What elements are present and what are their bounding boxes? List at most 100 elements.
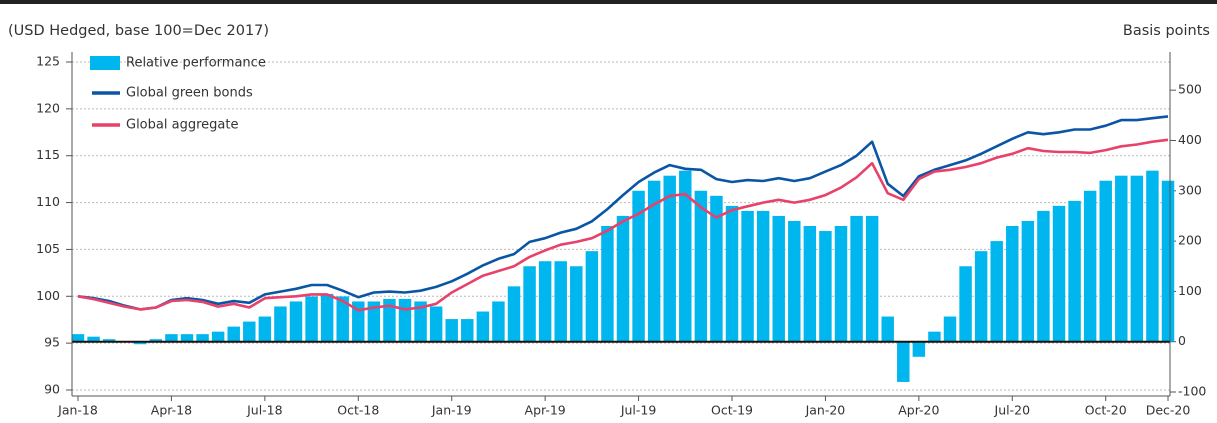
bar	[336, 296, 349, 342]
bar	[725, 205, 739, 342]
legend-label: Global green bonds	[126, 86, 253, 101]
bar	[1161, 180, 1175, 342]
bar	[881, 316, 894, 342]
x-tick-label: Jan-18	[57, 403, 98, 418]
bar	[71, 334, 85, 342]
bar	[1052, 205, 1066, 342]
y-tick-label: 115	[36, 147, 60, 162]
y2-tick-label: 200	[1178, 233, 1202, 248]
bar	[1037, 210, 1050, 342]
bar	[87, 336, 100, 342]
y-tick-label: 90	[44, 382, 60, 397]
y-tick-label: 125	[36, 54, 60, 69]
bar	[772, 215, 785, 342]
bar	[492, 301, 505, 342]
bar	[1099, 180, 1112, 342]
bar	[1146, 170, 1159, 342]
bar	[819, 231, 832, 342]
bar	[1068, 200, 1081, 342]
bar	[990, 241, 1003, 342]
x-tick-label: Jul-18	[246, 403, 283, 418]
y2-tick-label: 0	[1178, 333, 1186, 348]
bar	[523, 266, 536, 342]
x-tick-label: Apr-20	[898, 403, 939, 418]
x-tick-label: Oct-18	[337, 403, 379, 418]
bar	[647, 180, 661, 342]
bar	[679, 170, 692, 342]
bar	[741, 210, 754, 342]
bar	[305, 296, 318, 342]
y2-tick-label: 300	[1178, 182, 1202, 197]
bar	[1130, 175, 1144, 342]
bar	[912, 341, 926, 357]
y2-axis-label: Basis points	[1123, 23, 1210, 39]
legend-label: Relative performance	[126, 56, 266, 71]
y2-tick-label: 100	[1178, 283, 1202, 298]
legend-label: Global aggregate	[126, 118, 238, 133]
bar	[554, 261, 567, 342]
bar	[196, 334, 209, 342]
x-tick-label: Jul-20	[994, 403, 1031, 418]
bar	[834, 226, 848, 342]
bar	[538, 261, 552, 342]
bar	[289, 301, 303, 342]
bar	[352, 301, 365, 342]
bar	[211, 331, 225, 342]
x-tick-label: Apr-19	[525, 403, 566, 418]
bar	[616, 215, 630, 342]
bar	[461, 319, 474, 342]
legend: Relative performance Global green bonds …	[90, 56, 266, 133]
bar	[367, 301, 381, 342]
bar	[756, 210, 770, 342]
bar	[149, 339, 163, 342]
bar	[165, 334, 178, 342]
bar	[585, 251, 599, 342]
y2-tick-label: 400	[1178, 132, 1202, 147]
bar	[102, 339, 116, 342]
x-tick-label: Jan-19	[431, 403, 472, 418]
x-tick-label: Jul-19	[620, 403, 657, 418]
line	[77, 138, 1169, 312]
bar	[850, 215, 863, 342]
bar	[928, 331, 941, 342]
chart-subtitle: (USD Hedged, base 100=Dec 2017)	[8, 23, 269, 39]
x-tick-label: Oct-20	[1085, 403, 1127, 418]
bar	[803, 226, 817, 342]
bar	[507, 286, 521, 342]
bar	[258, 316, 272, 342]
line	[77, 115, 1169, 311]
bar	[227, 326, 240, 342]
bar	[476, 311, 490, 342]
bar	[414, 301, 427, 342]
x-tick-label: Apr-18	[151, 403, 192, 418]
bar	[180, 334, 194, 342]
bar	[445, 319, 458, 342]
bar	[632, 190, 645, 342]
bar	[570, 266, 583, 342]
bar	[134, 341, 147, 345]
bar	[1006, 226, 1019, 342]
bar	[1115, 175, 1128, 342]
y-tick-label: 100	[36, 288, 60, 303]
y-tick-label: 95	[44, 335, 60, 350]
bar	[1021, 220, 1035, 342]
top-rule	[0, 0, 1217, 4]
plot-area: 90 95 100 105 110 115 120 125 -100 0 100 200 300 400 5…	[36, 52, 1206, 418]
x-tick-label: Jan-20	[805, 403, 846, 418]
bar	[710, 195, 723, 342]
bar	[601, 226, 614, 342]
y-tick-label: 105	[36, 241, 60, 256]
x-tick-label: Dec-20	[1146, 403, 1191, 418]
bar	[274, 306, 287, 342]
bar	[663, 175, 676, 342]
y2-tick-label: -100	[1178, 384, 1206, 399]
bar	[243, 321, 256, 342]
y-tick-label: 120	[36, 100, 60, 115]
y2-tick-label: 500	[1178, 82, 1202, 97]
legend-swatch	[90, 56, 120, 70]
bar	[959, 266, 972, 342]
bar	[1083, 190, 1097, 342]
bar	[788, 220, 801, 342]
bar	[694, 190, 708, 342]
